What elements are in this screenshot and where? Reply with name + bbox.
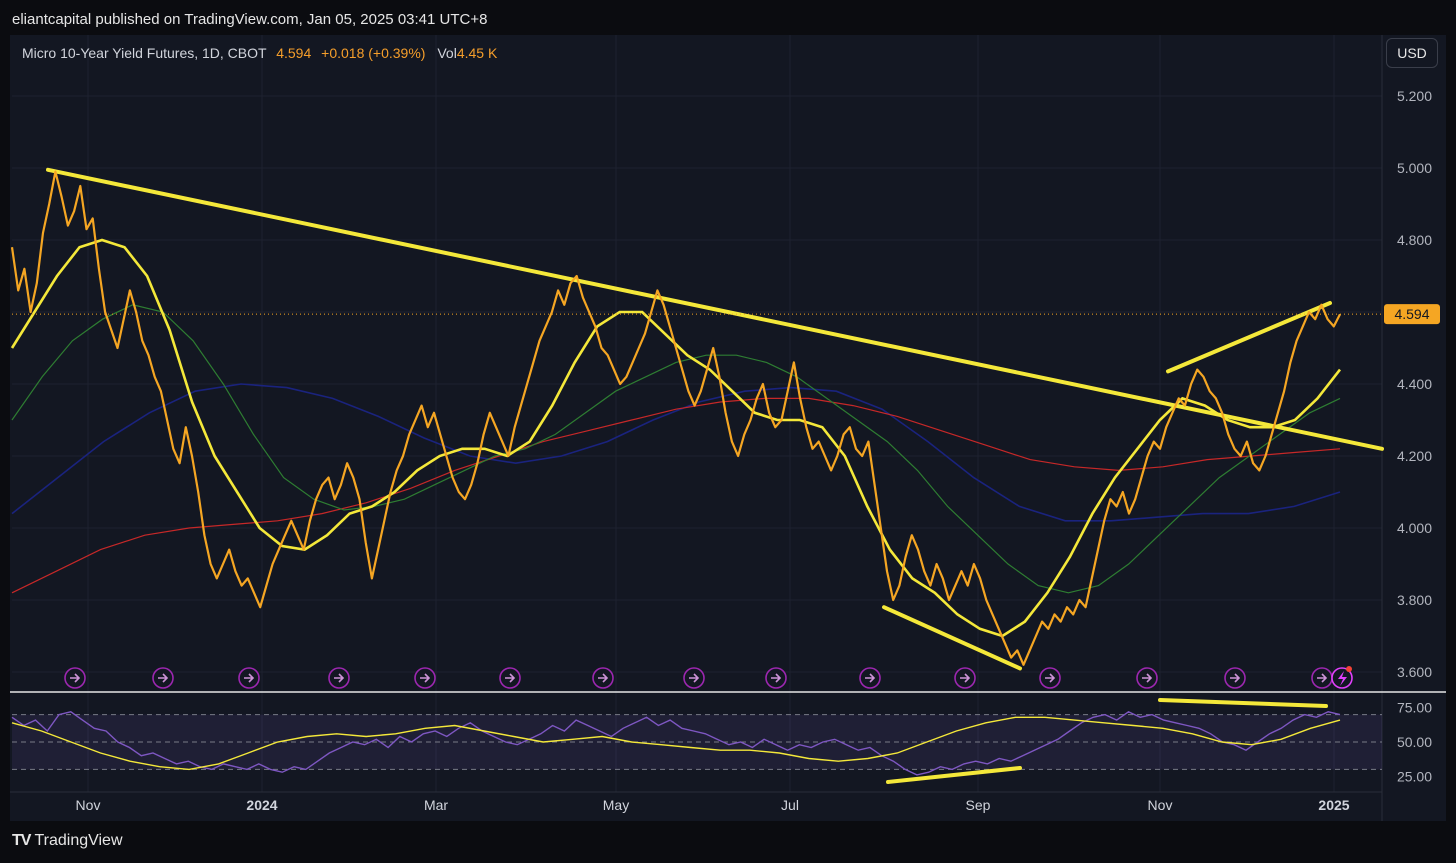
price-change: +0.018 (+0.39%) <box>321 45 426 61</box>
dividend-icon <box>328 667 350 689</box>
event-markers <box>64 666 1353 689</box>
time-tick-label: Jul <box>781 797 799 813</box>
lower-lows-trendline <box>882 605 1022 671</box>
higher-highs-trendline <box>1166 301 1332 374</box>
marker-arrow <box>244 673 255 683</box>
symbol-legend: Micro 10-Year Yield Futures, 1D, CBOT 4.… <box>22 45 497 61</box>
dividend-icon <box>152 667 174 689</box>
marker-arrow <box>771 673 782 683</box>
descending-trendline <box>46 167 1384 451</box>
ma-blue-line <box>11 383 1341 522</box>
price-tick-label: 4.200 <box>1397 448 1432 464</box>
ma-green-line <box>11 304 1341 594</box>
time-tick-label: 2024 <box>246 797 277 813</box>
price-series <box>10 170 1382 666</box>
dividend-icon <box>954 667 976 689</box>
brand-name[interactable]: TradingView <box>34 832 123 849</box>
rsi-line <box>11 710 1341 776</box>
marker-arrow <box>334 673 345 683</box>
dividend-icon <box>683 667 705 689</box>
dividend-icon <box>238 667 260 689</box>
last-price-tag-label: 4.594 <box>1394 306 1429 322</box>
time-tick-label: May <box>603 797 629 813</box>
published-header: eliantcapital published on TradingView.c… <box>12 11 488 28</box>
price-tick-label: 4.400 <box>1397 376 1432 392</box>
rsi-bearish-divergence-line <box>1158 698 1328 708</box>
dividend-icon <box>414 667 436 689</box>
last-price: 4.594 <box>276 45 312 61</box>
dividend-icon <box>1224 667 1246 689</box>
rsi-tick-label: 25.00 <box>1397 768 1432 784</box>
dividend-icon <box>1311 667 1333 689</box>
price-axis: 5.2005.0004.8004.6004.4004.2004.0003.800… <box>1397 88 1432 680</box>
rsi-bullish-divergence-line <box>886 766 1022 784</box>
marker-arrow <box>70 673 81 683</box>
price-tick-label: 5.000 <box>1397 160 1432 176</box>
alert-bolt <box>1338 671 1347 686</box>
time-tick-label: Nov <box>1148 797 1173 813</box>
symbol-name[interactable]: Micro 10-Year Yield Futures, 1D, CBOT <box>22 45 267 61</box>
ma-red-line <box>11 397 1341 594</box>
dividend-icon <box>765 667 787 689</box>
dividend-icon <box>499 667 521 689</box>
rsi-tick-label: 75.00 <box>1397 700 1432 716</box>
marker-arrow <box>1142 673 1153 683</box>
marker-arrow <box>960 673 971 683</box>
price-tick-label: 4.800 <box>1397 232 1432 248</box>
marker-arrow <box>689 673 700 683</box>
currency-button[interactable]: USD <box>1386 38 1438 68</box>
marker-arrow <box>420 673 431 683</box>
price-tick-label: 3.600 <box>1397 664 1432 680</box>
last-price-tag <box>1384 304 1440 325</box>
dividend-icon <box>1039 667 1061 689</box>
marker-arrow <box>1045 673 1056 683</box>
marker-arrow <box>505 673 516 683</box>
footer-brand: TV TradingView <box>12 832 123 850</box>
marker-arrow <box>1317 673 1328 683</box>
price-tick-label: 4.000 <box>1397 520 1432 536</box>
lightning-icon <box>1331 666 1353 689</box>
rsi-tick-label: 50.00 <box>1397 734 1432 750</box>
rsi-pane: 75.00 50.00 25.00 <box>11 698 1432 784</box>
time-tick-label: Sep <box>966 797 991 813</box>
dividend-icon <box>64 667 86 689</box>
time-tick-label: Nov <box>76 797 101 813</box>
volume-value: 4.45 K <box>456 45 498 61</box>
marker-arrow <box>865 673 876 683</box>
time-axis: Nov 2024 Mar May Jul Sep Nov 2025 <box>76 797 1350 813</box>
tradingview-logo-icon: TV <box>12 832 31 849</box>
time-tick-label: Mar <box>424 797 448 813</box>
dividend-icon <box>859 667 881 689</box>
volume-label: Vol <box>437 45 457 61</box>
rsi-signal-line <box>11 716 1341 771</box>
price-tick-label: 5.200 <box>1397 88 1432 104</box>
dividend-icon <box>592 667 614 689</box>
dividend-icon <box>1136 667 1158 689</box>
price-tick-label: 3.800 <box>1397 592 1432 608</box>
alert-dot <box>1346 666 1352 672</box>
price-tag-layer: 4.594 <box>1384 304 1440 325</box>
marker-arrow <box>1230 673 1241 683</box>
trendlines <box>46 167 1384 671</box>
marker-arrow <box>598 673 609 683</box>
price-line <box>10 170 1341 666</box>
marker-arrow <box>158 673 169 683</box>
time-tick-label: 2025 <box>1318 797 1349 813</box>
